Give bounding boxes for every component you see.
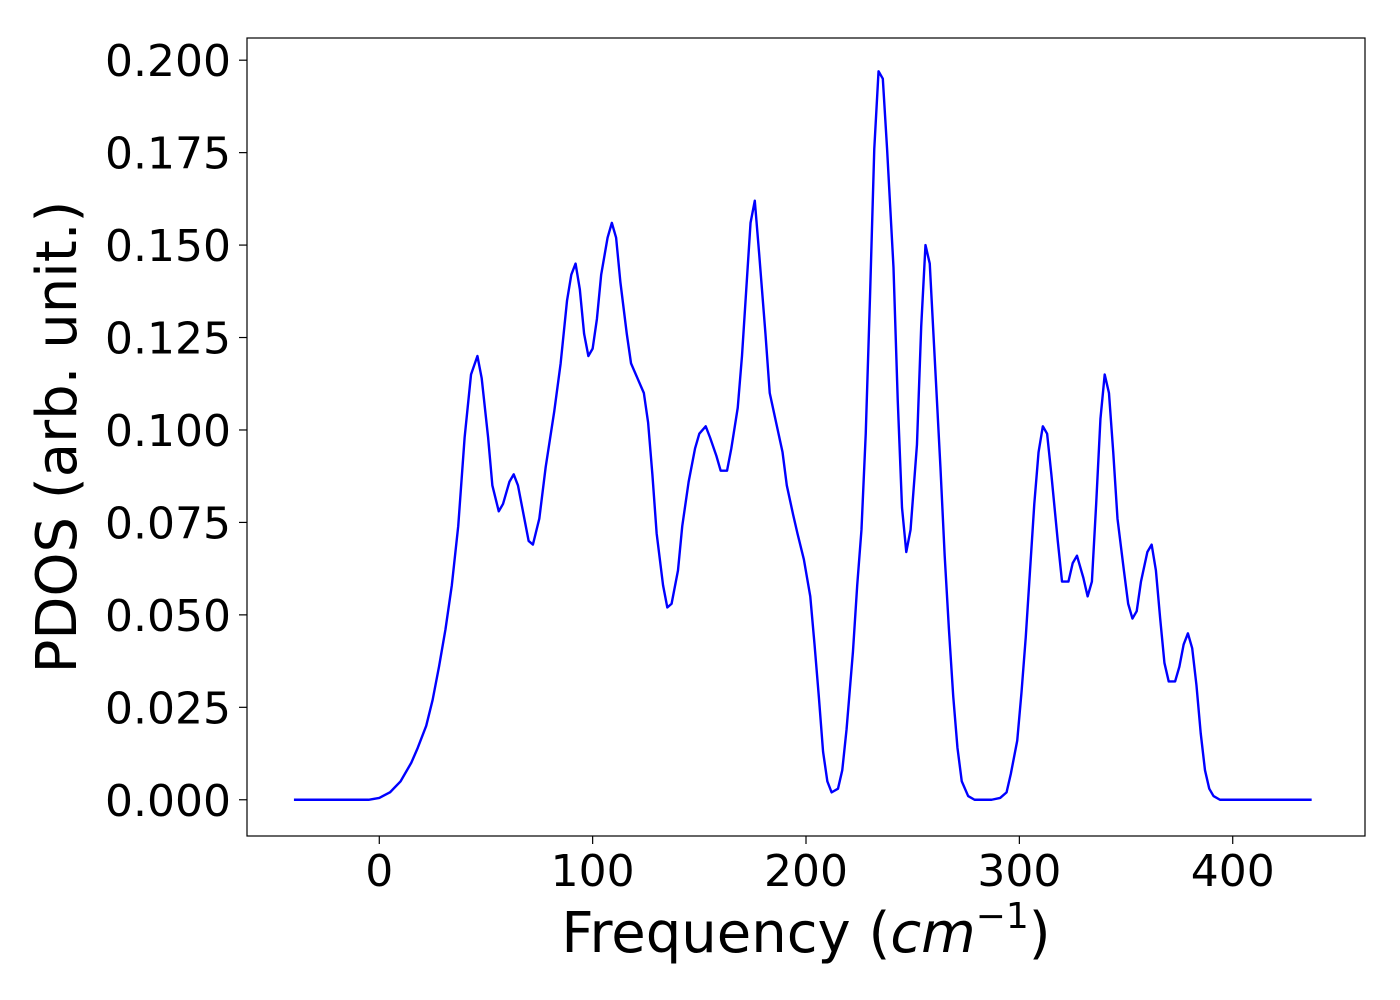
y-tick-label: 0.050 [105, 591, 231, 642]
y-axis-ticks: 0.000 0.025 0.050 0.075 0.100 0.125 0.150 0.175… [105, 36, 247, 827]
x-tick-label: 0 [365, 846, 393, 897]
y-tick-label: 0.175 [105, 129, 231, 180]
plot-frame [246, 37, 1366, 837]
pdos-series-line [293, 70, 1312, 801]
x-tick-label: 100 [551, 846, 635, 897]
y-tick-label: 0.075 [105, 498, 231, 549]
y-tick-label: 0.025 [105, 683, 231, 734]
x-tick-label: 200 [764, 846, 848, 897]
y-tick-label: 0.150 [105, 221, 231, 272]
x-tick-label: 300 [977, 846, 1061, 897]
x-tick-label: 400 [1191, 846, 1275, 897]
y-tick-label: 0.100 [105, 406, 231, 457]
y-tick-label: 0.200 [105, 36, 231, 87]
y-tick-label: 0.000 [105, 776, 231, 827]
y-axis-label: PDOS (arb. unit.) [25, 201, 90, 674]
x-axis-label-unit: cm [890, 901, 975, 966]
x-axis-label-prefix: Frequency ( [561, 901, 890, 966]
y-tick-label: 0.125 [105, 314, 231, 365]
x-axis-ticks: 0 100 200 300 400 [365, 836, 1275, 897]
x-axis-label-exponent: −1 [976, 896, 1029, 937]
x-axis-label-suffix: ) [1029, 901, 1051, 966]
x-axis-label: Frequency (cm−1) [561, 896, 1050, 966]
